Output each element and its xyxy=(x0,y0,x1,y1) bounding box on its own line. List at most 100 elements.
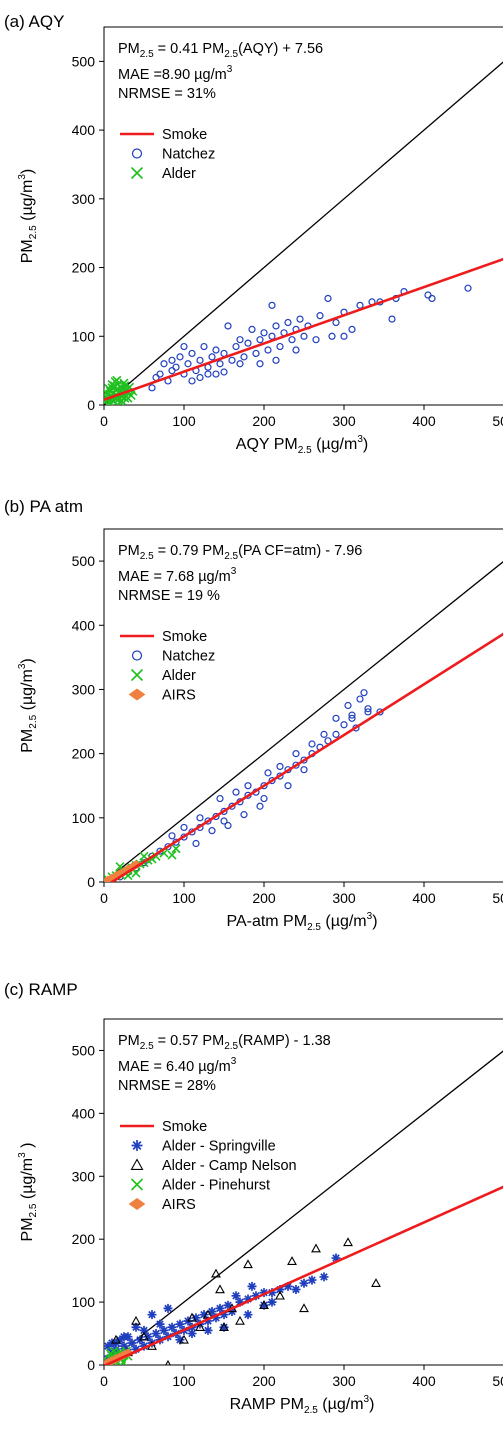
data-point xyxy=(188,349,196,358)
data-point xyxy=(219,1310,229,1320)
data-point xyxy=(216,794,224,803)
panel-3: (c) RAMP 0 100 200 300 400 500 0 100 200 300 400 500… xyxy=(4,980,503,1416)
x-tick-label: 100 xyxy=(172,890,196,906)
series-natchez xyxy=(108,689,384,882)
data-point xyxy=(424,291,432,299)
panel-1: (a) AQY 0 100 200 300 400 500 0 100 200 300 400 500 A… xyxy=(4,12,503,456)
data-point xyxy=(115,1335,125,1345)
data-point xyxy=(376,708,384,716)
data-point xyxy=(356,695,364,703)
data-point xyxy=(364,708,372,716)
data-point xyxy=(292,761,300,769)
data-point xyxy=(272,356,280,364)
plot-frame xyxy=(103,1018,503,1366)
data-point xyxy=(216,360,224,368)
data-point xyxy=(264,769,272,777)
data-point xyxy=(212,370,220,378)
data-point xyxy=(236,360,244,368)
data-point xyxy=(165,1359,171,1365)
data-point xyxy=(308,740,316,748)
data-point xyxy=(235,1297,245,1307)
x-tick-label: 300 xyxy=(332,1373,356,1389)
data-point xyxy=(187,1329,197,1339)
data-point xyxy=(244,782,252,790)
x-tick-label: 300 xyxy=(332,890,356,906)
data-point xyxy=(276,762,284,771)
y-tick-label: 0 xyxy=(87,874,95,890)
x-axis-label: AQY PM2.5 (µg/m3) xyxy=(236,434,368,456)
legend: Smoke Natchez Alder AIRS xyxy=(120,629,215,704)
plot-area xyxy=(104,61,503,405)
data-point xyxy=(319,1272,329,1282)
data-point xyxy=(220,807,228,816)
x-tick-label: 500 xyxy=(492,413,503,429)
data-point xyxy=(248,325,256,333)
data-point xyxy=(364,705,372,713)
data-point xyxy=(332,714,340,722)
data-point xyxy=(296,315,304,323)
y-tick-label: 500 xyxy=(72,53,96,69)
data-point xyxy=(143,1332,153,1342)
legend-swatch-circle xyxy=(131,650,143,661)
data-point xyxy=(311,1243,321,1253)
data-point xyxy=(268,332,276,340)
legend-swatch-asterisk xyxy=(131,1140,143,1151)
data-point xyxy=(260,329,268,337)
data-point xyxy=(179,1334,189,1344)
y-tick-label: 200 xyxy=(72,260,96,276)
data-point xyxy=(275,1285,285,1295)
data-point xyxy=(331,1253,341,1263)
series-natchez xyxy=(148,284,472,392)
y-tick-label: 400 xyxy=(72,1105,96,1121)
x-tick-label: 200 xyxy=(252,1373,276,1389)
data-point xyxy=(232,342,240,351)
regression-equation: PM2.5 = 0.41 PM2.5(AQY) + 7.56 xyxy=(118,41,323,60)
legend-label: AIRS xyxy=(162,1197,196,1213)
data-point xyxy=(275,1290,285,1300)
y-axis-label: PM2.5 (µg/m3 ) xyxy=(17,1143,39,1242)
data-point xyxy=(340,332,348,340)
x-tick-label: 0 xyxy=(100,413,108,429)
y-tick-label: 0 xyxy=(87,1357,95,1373)
legend-swatch-cross xyxy=(130,668,144,682)
data-point xyxy=(260,782,268,790)
legend-label: Alder xyxy=(162,166,196,182)
data-point xyxy=(348,325,356,333)
data-point xyxy=(211,1313,221,1323)
data-point xyxy=(168,356,176,364)
data-point xyxy=(343,1237,353,1247)
data-point xyxy=(284,318,292,327)
data-point xyxy=(171,844,181,854)
legend-label: Alder - Springville xyxy=(162,1139,276,1155)
data-point xyxy=(131,1315,141,1325)
data-point xyxy=(187,1312,197,1322)
mae-label: MAE = 7.68 µg/m3 xyxy=(118,566,237,585)
x-tick-label: 400 xyxy=(412,890,436,906)
data-point xyxy=(332,318,340,327)
data-point xyxy=(388,315,396,323)
data-point xyxy=(168,367,176,375)
data-point xyxy=(212,346,220,354)
legend-label: Smoke xyxy=(162,629,207,645)
x-tick-label: 0 xyxy=(100,890,108,906)
data-point xyxy=(256,360,264,368)
legend-swatch-cross xyxy=(130,1178,144,1191)
data-point xyxy=(344,701,352,710)
data-point xyxy=(121,1348,135,1358)
data-point xyxy=(259,1300,269,1309)
data-point xyxy=(260,794,268,803)
data-point xyxy=(428,294,436,303)
data-point xyxy=(264,346,272,354)
data-point xyxy=(267,1288,277,1298)
data-point xyxy=(287,1256,297,1265)
data-point xyxy=(111,1334,121,1344)
plot-area xyxy=(104,561,503,882)
data-point xyxy=(272,322,280,330)
y-tick-label: 300 xyxy=(72,191,96,207)
data-point xyxy=(276,342,284,351)
data-point xyxy=(240,811,248,819)
data-point xyxy=(292,346,300,354)
data-point xyxy=(155,1319,165,1329)
y-tick-label: 200 xyxy=(72,746,96,762)
data-point xyxy=(112,375,122,385)
